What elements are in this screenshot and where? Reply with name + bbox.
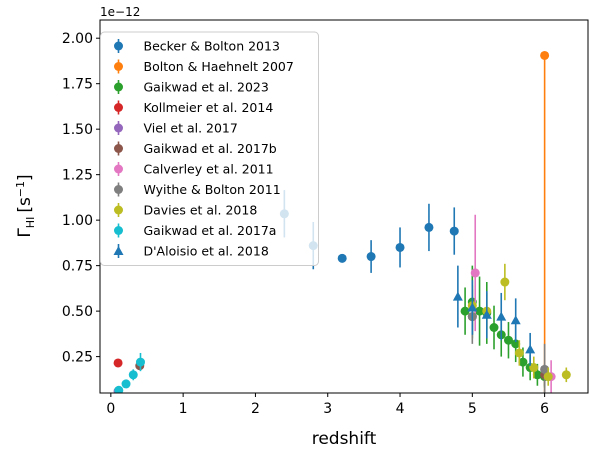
x-tick-label: 6 <box>540 401 549 417</box>
y-axis-label-sub: HI <box>24 217 37 229</box>
legend-marker <box>114 103 123 112</box>
legend-item-d-aloisio-et-al-2018: D'Aloisio et al. 2018 <box>113 244 269 259</box>
data-point <box>452 291 463 301</box>
legend-marker <box>114 144 123 153</box>
data-point <box>395 242 405 252</box>
data-point <box>540 364 550 374</box>
legend-marker <box>114 226 123 235</box>
data-point <box>470 268 480 278</box>
data-point <box>121 379 131 389</box>
data-point <box>460 306 470 316</box>
data-point <box>449 226 459 236</box>
legend-marker <box>113 246 124 255</box>
y-tick-label: 0.50 <box>62 304 93 320</box>
series-gaikwad-et-al-2017a <box>114 352 145 393</box>
data-point <box>561 370 571 380</box>
y-axis-label-sup: −1 <box>14 181 27 197</box>
legend-label: Davies et al. 2018 <box>144 203 258 218</box>
x-tick-label: 0 <box>106 401 115 417</box>
legend-item-bolton-haehnelt-2007: Bolton & Haehnelt 2007 <box>114 59 294 74</box>
x-tick-label: 5 <box>468 401 477 417</box>
legend-label: D'Aloisio et al. 2018 <box>144 244 269 259</box>
y-axis-label: ΓHI [s−1] <box>14 174 37 237</box>
y-tick-label: 2.00 <box>62 31 93 47</box>
data-marks <box>113 50 571 393</box>
data-point <box>489 322 499 332</box>
legend-label: Calverley et al. 2011 <box>144 162 274 177</box>
y-axis-label-unit: [s <box>15 197 35 213</box>
legend-item-becker-bolton-2013: Becker & Bolton 2013 <box>114 39 280 54</box>
legend-label: Bolton & Haehnelt 2007 <box>144 59 294 74</box>
data-point <box>424 222 434 232</box>
y-axis-ticks: 0.25 0.50 0.75 1.00 1.25 1.50 1.75 2.00 <box>62 31 100 366</box>
y-tick-label: 0.75 <box>62 259 93 275</box>
data-point <box>337 253 347 263</box>
legend-label: Gaikwad et al. 2017b <box>144 141 277 156</box>
data-point <box>511 339 521 349</box>
data-point <box>467 302 478 312</box>
data-point <box>475 306 485 316</box>
legend-marker <box>114 205 123 215</box>
x-axis-label: redshift <box>312 429 377 449</box>
x-tick-label: 2 <box>251 401 260 417</box>
legend-label: Viel et al. 2017 <box>144 121 238 136</box>
legend-marker <box>114 41 123 51</box>
data-point <box>543 372 553 382</box>
y-tick-label: 1.00 <box>62 213 93 229</box>
data-point <box>540 50 550 60</box>
data-point <box>514 348 524 358</box>
legend-label: Gaikwad et al. 2017a <box>144 223 277 238</box>
legend-item-calverley-et-al-2011: Calverley et al. 2011 <box>114 162 274 177</box>
legend-marker <box>114 82 123 92</box>
legend-marker <box>114 123 123 133</box>
data-point <box>503 335 513 345</box>
y-axis-label-main: Γ <box>15 228 35 238</box>
x-tick-label: 3 <box>323 401 332 417</box>
series-d-aloisio-et-al-2018 <box>452 265 536 366</box>
data-point <box>113 358 123 368</box>
data-point <box>510 315 521 325</box>
data-point <box>481 309 492 319</box>
legend-label: Kollmeier et al. 2014 <box>144 100 274 115</box>
legend-item-kollmeier-et-al-2014: Kollmeier et al. 2014 <box>114 100 273 115</box>
y-tick-label: 1.50 <box>62 122 93 138</box>
legend-frame <box>100 31 319 266</box>
data-point <box>135 357 145 367</box>
y-tick-label: 1.25 <box>62 168 93 184</box>
y-tick-label: 0.25 <box>62 350 93 366</box>
legend-marker <box>114 164 123 174</box>
legend-item-gaikwad-et-al-2017a: Gaikwad et al. 2017a <box>114 223 276 238</box>
data-point <box>500 277 510 287</box>
legend-label: Wyithe & Bolton 2011 <box>144 182 281 197</box>
y-axis-label-close: ] <box>15 174 35 181</box>
legend-item-viel-et-al-2017: Viel et al. 2017 <box>114 121 238 136</box>
series-bolton-haehnelt-2007 <box>540 50 550 393</box>
legend-item-gaikwad-et-al-2017b: Gaikwad et al. 2017b <box>114 141 277 156</box>
y-offset-label: 1e−12 <box>100 5 140 19</box>
data-point <box>518 357 528 367</box>
legend-item-davies-et-al-2018: Davies et al. 2018 <box>114 203 257 218</box>
series-kollmeier-et-al-2014 <box>113 358 123 368</box>
x-tick-label: 1 <box>179 401 188 417</box>
legend-marker <box>114 62 123 71</box>
legend-label: Gaikwad et al. 2023 <box>144 80 269 95</box>
data-point <box>128 370 138 380</box>
legend-marker <box>114 185 123 194</box>
legend: Becker & Bolton 2013 Bolton & Haehnelt 20… <box>100 31 319 266</box>
legend-item-wyithe-bolton-2011: Wyithe & Bolton 2011 <box>114 182 281 197</box>
data-point <box>496 311 507 321</box>
x-axis-ticks: 0 1 2 3 4 5 6 <box>106 393 549 417</box>
data-point <box>532 370 542 380</box>
y-tick-label: 1.75 <box>62 77 93 93</box>
legend-label: Becker & Bolton 2013 <box>144 39 280 54</box>
legend-item-gaikwad-et-al-2023: Gaikwad et al. 2023 <box>114 80 269 95</box>
data-point <box>366 252 376 262</box>
x-tick-label: 4 <box>396 401 405 417</box>
data-point <box>114 385 124 393</box>
data-point <box>525 344 536 354</box>
data-point <box>529 363 539 373</box>
